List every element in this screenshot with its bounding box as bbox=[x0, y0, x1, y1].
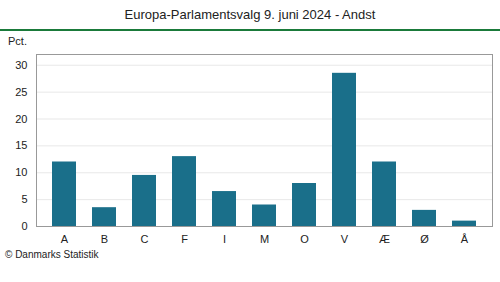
html-text:Europa-Parlamentsvalg 9. juni: Europa-Parlamentsvalg 9. juni 2024 - And… bbox=[124, 7, 376, 22]
svg-text:25: 25 bbox=[15, 86, 27, 98]
svg-text:Ø: Ø bbox=[420, 233, 429, 245]
svg-text:20: 20 bbox=[15, 113, 27, 125]
svg-text:V: V bbox=[341, 233, 349, 245]
svg-text:Å: Å bbox=[461, 233, 469, 245]
svg-text:I: I bbox=[223, 233, 226, 245]
svg-text:A: A bbox=[61, 233, 69, 245]
svg-text:5: 5 bbox=[21, 193, 27, 205]
svg-text:Æ: Æ bbox=[379, 233, 390, 245]
svg-text:M: M bbox=[260, 233, 269, 245]
svg-text:F: F bbox=[181, 233, 188, 245]
svg-text:B: B bbox=[101, 233, 108, 245]
svg-text:10: 10 bbox=[15, 166, 27, 178]
svg-text:30: 30 bbox=[15, 59, 27, 71]
html-text:Pct.: Pct. bbox=[8, 35, 27, 47]
svg-text:15: 15 bbox=[15, 139, 27, 151]
svg-text:C: C bbox=[141, 233, 149, 245]
svg-text:O: O bbox=[300, 233, 309, 245]
svg-text:0: 0 bbox=[21, 220, 27, 232]
html-text:© Danmarks Statistik: © Danmarks Statistik bbox=[5, 249, 99, 260]
